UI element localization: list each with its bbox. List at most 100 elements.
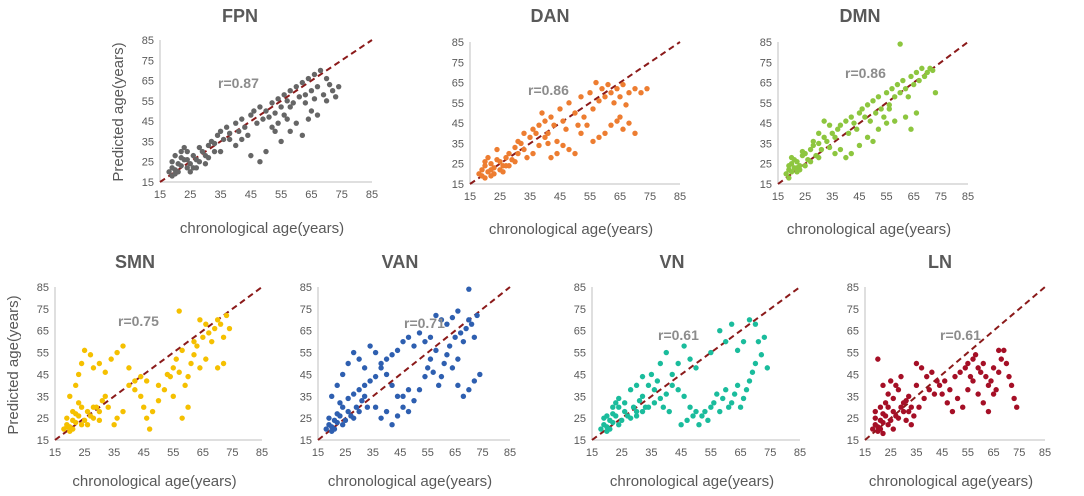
data-point	[184, 165, 190, 171]
x-tick-label: 85	[962, 191, 974, 203]
data-point	[708, 349, 714, 356]
data-point	[593, 79, 599, 86]
y-tick-label: 85	[37, 282, 49, 294]
data-point	[980, 400, 986, 406]
data-point	[1011, 395, 1017, 402]
data-point	[305, 75, 312, 82]
data-point	[723, 387, 729, 393]
data-point	[217, 128, 224, 134]
data-point	[367, 378, 373, 384]
data-point	[596, 98, 602, 104]
data-point	[84, 422, 91, 428]
data-point	[632, 85, 638, 92]
data-point	[975, 391, 981, 397]
data-point	[242, 124, 248, 130]
data-point	[422, 338, 428, 345]
data-point	[939, 391, 945, 397]
data-point	[856, 110, 863, 116]
data-point	[545, 140, 551, 147]
data-point	[604, 413, 610, 419]
data-point	[687, 356, 693, 362]
data-point	[875, 126, 882, 132]
data-point	[862, 114, 868, 120]
data-point	[184, 148, 190, 155]
data-point	[848, 150, 854, 157]
data-point	[239, 116, 245, 122]
data-point	[702, 408, 708, 415]
data-point	[190, 165, 197, 171]
data-point	[890, 395, 896, 402]
data-point	[334, 411, 340, 417]
correlation-label: r=0.61	[658, 327, 699, 343]
data-point	[170, 365, 176, 371]
data-point	[764, 365, 771, 371]
data-point	[75, 371, 82, 378]
data-point	[717, 408, 723, 415]
y-tick-label: 85	[452, 37, 464, 49]
plot-title: VAN	[382, 252, 419, 272]
data-point	[610, 419, 616, 426]
y-tick-label: 85	[760, 37, 772, 49]
data-point	[942, 378, 948, 384]
data-point	[711, 400, 717, 406]
data-point	[885, 391, 891, 397]
data-point	[314, 83, 321, 90]
y-tick-label: 35	[760, 138, 772, 150]
x-tick-label: 35	[524, 191, 536, 203]
data-point	[666, 408, 672, 415]
data-point	[161, 387, 168, 393]
data-point	[651, 387, 658, 393]
x-tick-label: 65	[734, 447, 746, 459]
y-tick-label: 35	[37, 391, 49, 403]
data-point	[835, 126, 841, 132]
y-tick-label: 45	[142, 116, 154, 128]
data-point	[345, 395, 351, 402]
data-point	[67, 393, 73, 399]
data-point	[626, 90, 632, 96]
data-point	[383, 356, 390, 362]
data-point	[821, 134, 827, 141]
data-point	[980, 360, 986, 367]
data-point	[1014, 404, 1020, 410]
data-point	[788, 169, 795, 175]
data-point	[895, 387, 902, 393]
data-point	[367, 343, 373, 349]
data-point	[438, 373, 445, 380]
data-point	[196, 159, 203, 165]
data-point	[875, 356, 881, 362]
data-point	[954, 395, 961, 402]
data-point	[908, 73, 914, 80]
data-point	[120, 343, 126, 349]
data-point	[864, 102, 871, 108]
data-point	[972, 352, 979, 358]
data-point	[452, 334, 458, 340]
y-tick-label: 25	[760, 159, 772, 171]
data-point	[372, 349, 379, 356]
data-point	[223, 124, 230, 130]
x-tick-label: 35	[367, 447, 379, 459]
data-point	[182, 382, 188, 389]
data-point	[880, 382, 886, 389]
data-point	[734, 382, 741, 389]
data-point	[169, 159, 175, 165]
data-point	[996, 347, 1002, 354]
data-point	[632, 130, 638, 136]
data-point	[284, 116, 290, 122]
data-point	[681, 343, 687, 349]
data-point	[633, 382, 640, 389]
data-point	[281, 112, 287, 118]
data-point	[468, 321, 475, 327]
y-tick-label: 55	[37, 348, 49, 360]
data-point	[590, 106, 596, 112]
x-tick-label: 15	[464, 191, 476, 203]
data-point	[877, 426, 884, 432]
data-point	[90, 415, 97, 421]
data-point	[639, 393, 646, 399]
y-tick-label: 35	[574, 391, 586, 403]
data-point	[503, 154, 509, 161]
data-point	[359, 397, 365, 404]
data-point	[78, 422, 85, 428]
